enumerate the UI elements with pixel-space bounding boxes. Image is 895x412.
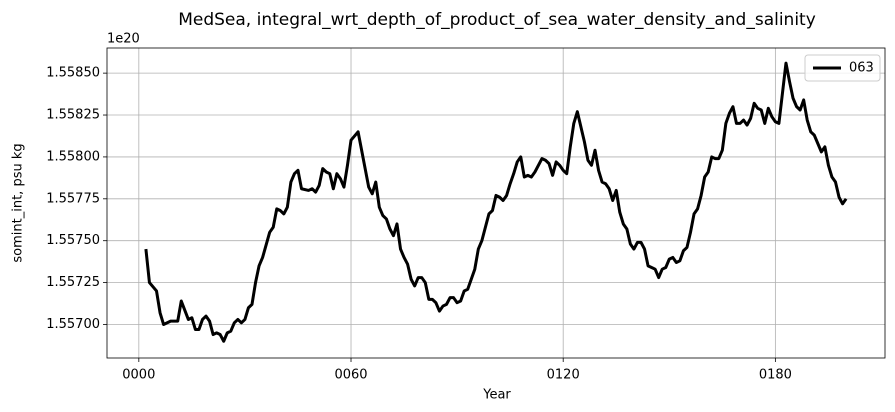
y-tick-label: 1.55775: [46, 191, 100, 206]
y-tick-label: 1.55725: [46, 275, 100, 290]
x-tick-label: 0120: [547, 368, 580, 383]
y-axis-label: somint_int, psu kg: [11, 143, 26, 262]
plot-frame: [106, 47, 886, 359]
x-tick-label: 0180: [759, 368, 792, 383]
x-tick-label: 0000: [122, 368, 155, 383]
x-tick-label: 0060: [334, 368, 367, 383]
legend-box: [804, 54, 881, 82]
y-tick-label: 1.55850: [46, 66, 100, 81]
y-tick-label: 1.55700: [46, 317, 100, 332]
y-tick-label: 1.55825: [46, 108, 100, 123]
x-axis-label: Year: [482, 388, 511, 403]
data-line: [144, 61, 848, 343]
y-offset-label: 1e20: [107, 32, 140, 47]
y-tick-label: 1.55750: [46, 233, 100, 248]
y-tick-label: 1.55800: [46, 149, 100, 164]
legend: 063: [804, 54, 881, 82]
chart-title: MedSea, integral_wrt_depth_of_product_of…: [178, 10, 816, 30]
legend-label: 063: [849, 61, 874, 76]
